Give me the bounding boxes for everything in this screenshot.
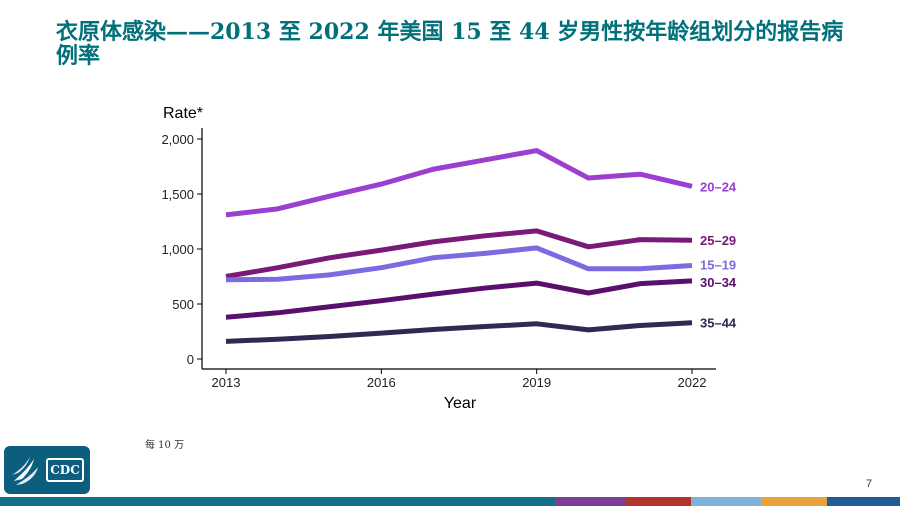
chart-series-labels: 20–24 25–29 15–19 30–34 35–44 — [700, 179, 737, 330]
series-label: 15–19 — [700, 258, 736, 273]
bottom-bar-segment — [0, 497, 555, 506]
y-tick-label: 1,500 — [161, 187, 194, 202]
series-label: 25–29 — [700, 233, 736, 248]
chart-axes: 0 500 1,000 1,500 2,000 2013 2016 2019 2022 — [161, 128, 716, 390]
y-tick-label: 0 — [187, 352, 194, 367]
hhs-eagle-icon — [12, 457, 38, 485]
series-line-35–44 — [225, 320, 693, 344]
series-line-20–24 — [225, 148, 693, 218]
bottom-bar-segment — [761, 497, 827, 506]
y-tick-label: 2,000 — [161, 132, 194, 147]
bottom-bar-segment — [625, 497, 691, 506]
bottom-color-bar — [0, 497, 900, 506]
series-label: 30–34 — [700, 275, 737, 290]
bottom-bar-segment — [827, 497, 900, 506]
x-tick-label: 2016 — [367, 375, 396, 390]
y-tick-label: 1,000 — [161, 242, 194, 257]
footnote: 每 10 万 — [145, 440, 185, 451]
cdc-logo: CDC — [4, 446, 90, 494]
x-tick-label: 2019 — [522, 375, 551, 390]
bottom-bar-segment — [555, 497, 625, 506]
series-label: 20–24 — [700, 179, 737, 194]
series-line-25–29 — [225, 228, 693, 279]
cdc-logo-text: CDC — [46, 458, 84, 482]
y-tick-label: 500 — [172, 297, 194, 312]
x-tick-label: 2022 — [678, 375, 707, 390]
series-line-15–19 — [225, 245, 693, 283]
x-tick-label: 2013 — [212, 375, 241, 390]
chart-series — [225, 148, 693, 344]
slide-title: 衣原体感染——2013 至 2022 年美国 15 至 44 岁男性按年龄组划分… — [56, 19, 844, 69]
x-axis-label: Year — [444, 395, 477, 412]
bottom-bar-segment — [691, 497, 761, 506]
series-label: 35–44 — [700, 316, 737, 331]
y-axis-label: Rate* — [163, 105, 203, 122]
series-line-30–34 — [225, 278, 693, 320]
page-number: 7 — [866, 478, 873, 490]
